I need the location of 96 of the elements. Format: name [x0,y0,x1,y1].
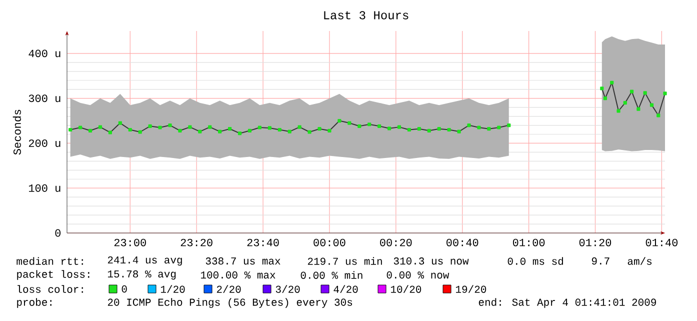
point [88,128,92,132]
point [188,125,192,129]
x-tick-label: 00:20 [380,238,412,246]
point [308,130,312,134]
text: 241.4 us avg [108,256,182,266]
text: 15.78 % avg [108,270,176,280]
point [368,122,372,126]
point [208,125,212,129]
text: 0.0 ms sd [508,257,563,265]
legend-label: 19/20 [456,285,486,293]
point [238,132,242,136]
x-tick-label: 23:00 [114,238,146,246]
point [338,118,342,123]
point [128,128,132,132]
text: 338.7 us max [206,257,280,265]
legend-title: loss color: [18,285,83,293]
point [288,130,292,134]
text: end: Sat Apr 4 01:41:01 2009 [478,298,656,308]
point [198,130,202,134]
chart-title: Last 3 Hours [324,11,408,20]
y-tick-label: 200 u [28,139,60,147]
x-tick-label: 00:40 [446,238,478,246]
point [636,107,640,111]
point [178,128,182,132]
text: 100.00 % max [200,271,276,279]
point [328,128,332,132]
text: am/s [628,257,652,265]
y-tick-label: 100 u [28,184,60,192]
point [298,125,302,129]
point [318,127,322,131]
text: 310.3 us now [394,257,469,265]
point [447,128,451,132]
point [138,130,142,134]
point [98,125,102,129]
point [623,101,627,105]
point [616,109,620,113]
point [603,96,608,100]
point [437,127,441,131]
text: 219.7 us min [308,257,382,265]
point [108,130,112,134]
point [610,80,614,84]
point [258,126,262,130]
point [148,124,152,128]
point [477,126,481,130]
legend-label: 2/20 [216,285,241,293]
point [378,124,382,128]
point [397,125,402,129]
point [268,126,272,130]
text: 9.7 [592,257,610,265]
y-axis-title: Seconds [12,110,21,155]
x-tick-label: 23:20 [180,238,212,246]
y-tick-label: 0 [55,229,60,237]
point [656,114,660,118]
x-tick-label: 23:40 [247,238,279,246]
text: median rtt: [16,257,83,265]
point [630,90,634,94]
point [387,126,392,130]
point [650,103,654,107]
text: 20 ICMP Echo Pings (56 Bytes) every 30s [108,298,352,308]
point [228,127,232,131]
point [663,92,667,96]
point [427,128,431,132]
point [118,121,122,125]
point [417,127,421,131]
x-tick-label: 00:00 [314,238,346,246]
point [348,121,352,125]
point [168,123,172,128]
legend-label: 4/20 [334,285,358,293]
point [507,123,511,128]
point [218,130,222,134]
y-tick-label: 400 u [28,50,60,58]
point [497,126,501,130]
legend-label: 10/20 [390,285,422,293]
x-tick-label: 01:20 [579,238,612,246]
point [248,128,252,132]
point [358,124,362,128]
point [407,128,411,132]
text: 0.00 % now [386,271,450,279]
text: packet loss: [17,270,90,280]
point [158,126,162,130]
point [600,86,604,90]
text: probe: [17,298,52,308]
text: 0.00 % min [300,271,362,279]
x-tick-label: 01:40 [646,238,678,246]
point [68,128,72,132]
point [457,130,461,134]
point [487,127,491,131]
point [278,128,282,132]
point [467,123,471,128]
legend-label: 1/20 [160,285,185,293]
legend-label: 3/20 [276,285,300,293]
point [643,91,647,95]
x-tick-label: 01:00 [512,238,545,246]
point [78,126,82,130]
legend-label: 0 [122,285,127,293]
y-tick-label: 300 u [28,94,60,102]
